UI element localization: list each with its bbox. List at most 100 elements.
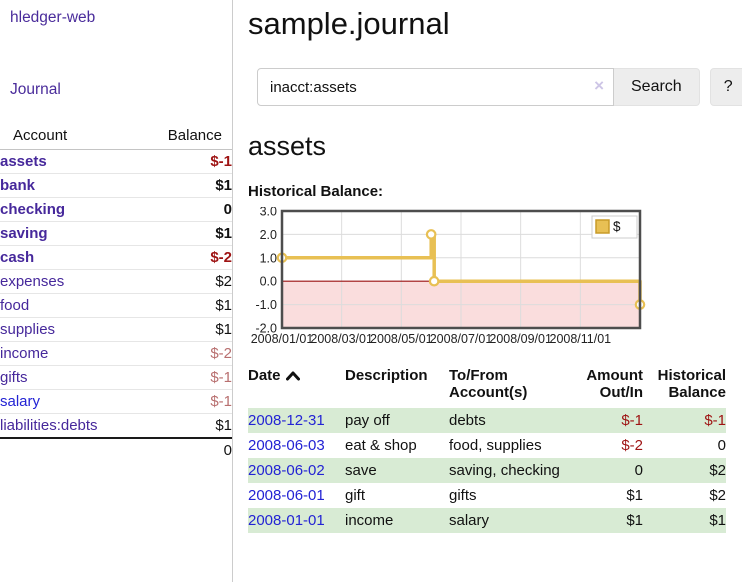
- transaction-balance: $2: [709, 487, 726, 504]
- sidebar: hledger-web Journal Account Balance asse…: [0, 0, 233, 582]
- transaction-date-link[interactable]: 2008-06-01: [248, 487, 325, 504]
- transaction-amount: $-1: [581, 408, 643, 433]
- chart-title: Historical Balance:: [248, 183, 384, 200]
- transaction-row: 2008-06-02 save saving, checking 0 $2: [248, 458, 726, 483]
- svg-text:2.0: 2.0: [260, 228, 277, 242]
- account-link[interactable]: salary: [0, 393, 41, 410]
- account-link[interactable]: income: [0, 345, 49, 362]
- account-link[interactable]: expenses: [0, 273, 65, 290]
- transaction-balance: $-1: [643, 408, 726, 433]
- account-row: liabilities:debts $1: [0, 413, 232, 438]
- transaction-accounts: food, supplies: [449, 437, 542, 454]
- account-row: expenses $2: [0, 269, 232, 294]
- app-title-link[interactable]: hledger-web: [10, 9, 96, 26]
- search-form: × Search ?: [257, 68, 742, 106]
- register-header-balance: Historical Balance: [657, 367, 726, 401]
- account-link[interactable]: gifts: [0, 369, 28, 386]
- help-button[interactable]: ?: [709, 68, 742, 106]
- account-link[interactable]: cash: [0, 249, 35, 266]
- account-link[interactable]: supplies: [0, 321, 56, 338]
- account-row: cash $-2: [0, 245, 232, 270]
- account-balance: $1: [139, 173, 232, 198]
- account-balance: $-1: [139, 389, 232, 414]
- transaction-date-link[interactable]: 2008-06-03: [248, 437, 325, 454]
- account-row: gifts $-1: [0, 365, 232, 390]
- transaction-date-link[interactable]: 2008-06-02: [248, 462, 325, 479]
- svg-text:2008/05/01: 2008/05/01: [370, 332, 433, 346]
- account-balance: $-1: [210, 153, 232, 170]
- transaction-amount: $-2: [621, 437, 643, 454]
- account-balance: $1: [139, 317, 232, 342]
- transaction-accounts: salary: [449, 508, 581, 533]
- accounts-header-balance: Balance: [139, 125, 232, 150]
- clear-search-icon[interactable]: ×: [594, 76, 604, 95]
- account-link[interactable]: food: [0, 297, 30, 314]
- account-balance: 0: [139, 197, 232, 222]
- account-balance: $1: [139, 293, 232, 318]
- accounts-header-account: Account: [0, 125, 140, 150]
- account-balance: $1: [139, 413, 232, 438]
- account-link[interactable]: checking: [0, 201, 66, 218]
- accounts-total-row: 0: [0, 437, 232, 462]
- account-balance: $2: [139, 269, 232, 294]
- transaction-accounts: debts: [449, 408, 581, 433]
- sidebar-item-journal[interactable]: Journal: [10, 81, 61, 98]
- register-table: Date Description To/From Account(s) Amou…: [248, 367, 726, 533]
- account-row: checking 0: [0, 197, 232, 222]
- historical-balance-chart: 3.0 2.0 1.0 0.0 -1.0 -2.0 2008/01/01 2008/03/01…: [248, 205, 742, 354]
- transaction-row: 2008-06-01 gift gifts $1 $2: [248, 483, 726, 508]
- svg-text:2008/01/01: 2008/01/01: [251, 332, 314, 346]
- svg-text:-2.0: -2.0: [255, 322, 277, 336]
- transaction-balance: $2: [643, 458, 726, 483]
- svg-text:-1.0: -1.0: [255, 298, 277, 312]
- transaction-amount: 0: [581, 458, 643, 483]
- svg-text:$: $: [613, 219, 621, 234]
- sort-ascending-icon[interactable]: [285, 371, 300, 381]
- account-row: bank $1: [0, 173, 232, 198]
- account-balance: $-1: [139, 365, 232, 390]
- transaction-amount: $1: [581, 508, 643, 533]
- svg-text:2008/09/01: 2008/09/01: [489, 332, 552, 346]
- page-title: sample.journal: [248, 6, 450, 41]
- svg-text:3.0: 3.0: [260, 207, 277, 219]
- search-button[interactable]: Search: [613, 68, 700, 106]
- transaction-description: save: [345, 458, 449, 483]
- register-header-date[interactable]: Date: [248, 367, 345, 408]
- account-row: saving $1: [0, 221, 232, 246]
- account-balance: $1: [139, 221, 232, 246]
- transaction-description: pay off: [345, 408, 449, 433]
- account-balance: $-2: [139, 341, 232, 366]
- accounts-total-value: 0: [139, 437, 232, 462]
- transaction-date-link[interactable]: 2008-01-01: [248, 512, 325, 529]
- account-link[interactable]: liabilities:debts: [0, 417, 98, 434]
- register-header-accounts: To/From Account(s): [449, 367, 528, 401]
- transaction-date-link[interactable]: 2008-12-31: [248, 412, 325, 429]
- register-header-amount: Amount Out/In: [586, 367, 643, 401]
- svg-text:2008/11/01: 2008/11/01: [550, 332, 612, 346]
- transaction-description: gift: [345, 487, 366, 504]
- transaction-balance: 0: [717, 437, 726, 454]
- svg-text:2008/07/01: 2008/07/01: [430, 332, 493, 346]
- account-row: assets $-1: [0, 150, 232, 174]
- main-content: sample.journal × Search ? assets Histori…: [233, 0, 742, 582]
- svg-text:2008/03/01: 2008/03/01: [310, 332, 373, 346]
- transaction-description: income: [345, 508, 449, 533]
- account-row: supplies $1: [0, 317, 232, 342]
- transaction-row: 2008-01-01 income salary $1 $1: [248, 508, 726, 533]
- transaction-accounts: saving, checking: [449, 458, 581, 483]
- search-input[interactable]: [257, 68, 614, 106]
- register-header-description: Description: [345, 367, 428, 384]
- account-link[interactable]: assets: [0, 153, 47, 170]
- account-row: food $1: [0, 293, 232, 318]
- account-link[interactable]: bank: [0, 177, 36, 194]
- transaction-amount: $1: [626, 487, 643, 504]
- account-heading: assets: [248, 131, 327, 161]
- svg-text:1.0: 1.0: [260, 251, 277, 265]
- account-link[interactable]: saving: [0, 225, 48, 242]
- transaction-accounts: gifts: [449, 487, 477, 504]
- svg-text:0.0: 0.0: [260, 275, 277, 289]
- chart-canvas: 3.0 2.0 1.0 0.0 -1.0 -2.02008/01/012008/03/01…: [251, 205, 646, 346]
- account-row: salary $-1: [0, 389, 232, 414]
- account-balance: $-2: [139, 245, 232, 270]
